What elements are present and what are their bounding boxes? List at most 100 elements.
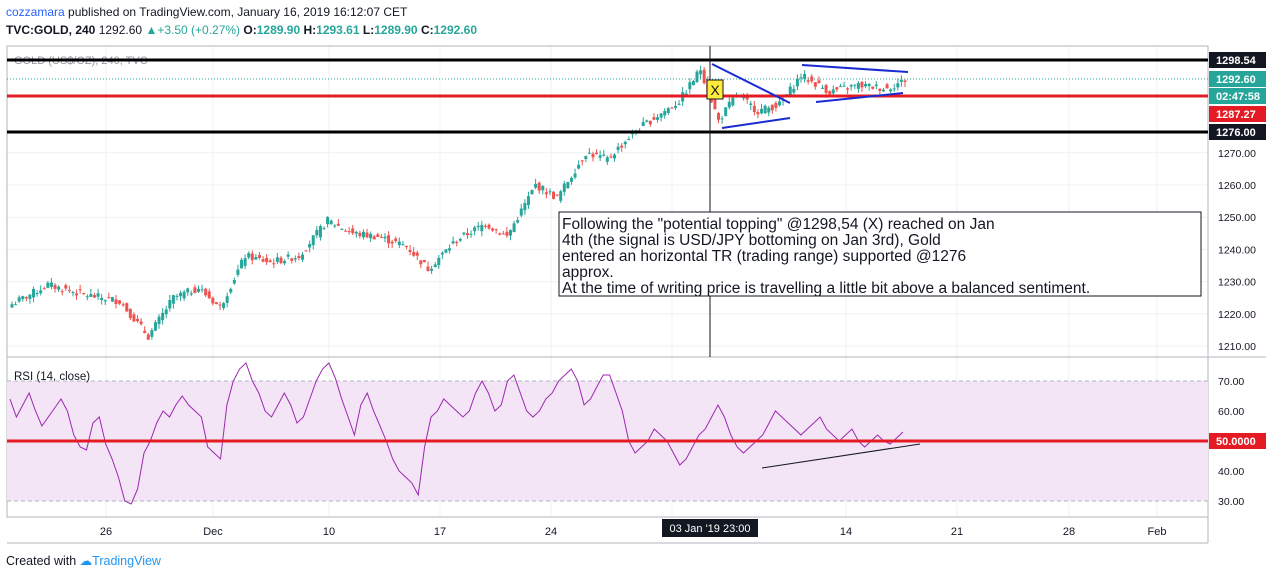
candle-body bbox=[419, 260, 423, 265]
candle-body bbox=[559, 191, 563, 201]
candle-body bbox=[505, 231, 509, 236]
time-tick-label: Dec bbox=[203, 526, 223, 538]
candle-body bbox=[788, 86, 792, 97]
candle-body bbox=[125, 303, 129, 312]
price-axis[interactable]: 1210.00 1220.00 1230.00 1240.00 1250.00 1260.… bbox=[1218, 148, 1256, 508]
horizontal-levels[interactable] bbox=[7, 58, 1208, 134]
candle-body bbox=[415, 252, 419, 256]
candle-body bbox=[390, 241, 394, 244]
annotation-box[interactable]: Following the "potential topping" @1298,… bbox=[558, 211, 1202, 297]
candle-body bbox=[580, 160, 584, 162]
candle-body bbox=[760, 108, 764, 114]
triangle-line[interactable] bbox=[801, 64, 909, 73]
candle-body bbox=[179, 292, 183, 297]
candle-body bbox=[297, 255, 301, 259]
candle-body bbox=[146, 334, 150, 340]
candle-body bbox=[871, 86, 875, 89]
candle-body bbox=[713, 97, 717, 110]
crosshair-time-tag: 03 Jan '19 23:00 bbox=[669, 523, 750, 535]
candle-body bbox=[824, 85, 828, 93]
candle-body bbox=[541, 186, 545, 191]
annotation-line-3: entered an horizontal TR (trading range)… bbox=[562, 248, 966, 265]
candle-body bbox=[835, 87, 839, 90]
rsi-trendline[interactable] bbox=[761, 443, 921, 469]
candle-body bbox=[157, 316, 161, 325]
candle-body bbox=[663, 110, 667, 116]
price-tag-label: 1298.54 bbox=[1216, 55, 1257, 67]
candle-body bbox=[448, 248, 452, 251]
candle-body bbox=[189, 293, 193, 295]
candle-body bbox=[71, 292, 75, 294]
candle-body bbox=[304, 250, 308, 252]
rsi-tick-label: 30.00 bbox=[1218, 496, 1244, 508]
candle-body bbox=[717, 113, 721, 120]
rsi-pane bbox=[7, 362, 1208, 505]
tradingview-brand-link[interactable]: TradingView bbox=[92, 554, 161, 568]
candle-body bbox=[49, 282, 53, 287]
candle-body bbox=[211, 297, 215, 304]
candle-body bbox=[315, 229, 319, 236]
close-label: C: bbox=[420, 23, 434, 37]
candle-body bbox=[404, 245, 408, 247]
candle-body bbox=[731, 97, 735, 106]
candle-body bbox=[774, 102, 778, 108]
price-tag-bg bbox=[1209, 88, 1266, 104]
candle-body bbox=[311, 235, 315, 246]
candle-body bbox=[326, 216, 330, 225]
candle-body bbox=[885, 84, 889, 89]
candle-body bbox=[752, 105, 756, 112]
candle-body bbox=[422, 260, 426, 263]
time-axis[interactable]: 26 Dec 10 17 24 14 21 28 Feb bbox=[100, 526, 1167, 538]
annotation-line-1: Following the "potential topping" @1298,… bbox=[562, 216, 995, 233]
candle-body bbox=[648, 120, 652, 125]
candle-body bbox=[161, 312, 165, 321]
created-with-text: Created with bbox=[6, 554, 77, 568]
triangle-line[interactable] bbox=[815, 92, 904, 103]
candle-body bbox=[867, 83, 871, 86]
candle-body bbox=[265, 257, 269, 263]
candle-body bbox=[684, 93, 688, 95]
author-link[interactable]: cozzamara bbox=[6, 5, 65, 19]
candle-body bbox=[100, 297, 104, 300]
candle-body bbox=[656, 117, 660, 120]
rsi-label: RSI (14, close) bbox=[14, 371, 90, 383]
candle-body bbox=[455, 242, 459, 244]
candle-body bbox=[613, 154, 617, 159]
triangle-drawings[interactable] bbox=[711, 63, 909, 129]
candle-body bbox=[587, 152, 591, 154]
candle-body bbox=[207, 291, 211, 299]
candle-body bbox=[75, 293, 79, 296]
candle-body bbox=[361, 231, 365, 238]
candle-body bbox=[272, 263, 276, 265]
candle-body bbox=[290, 258, 294, 261]
candle-body bbox=[473, 227, 477, 232]
rsi-tick-label: 70.00 bbox=[1218, 376, 1244, 388]
candle-body bbox=[494, 229, 498, 231]
candle-body bbox=[889, 89, 893, 92]
candle-body bbox=[365, 232, 369, 238]
candle-body bbox=[204, 288, 208, 296]
candle-body bbox=[828, 91, 832, 95]
price-tag-label: 1276.00 bbox=[1216, 127, 1256, 139]
candle-body bbox=[609, 156, 613, 158]
candle-body bbox=[821, 87, 825, 89]
triangle-line[interactable] bbox=[721, 117, 791, 129]
candle-body bbox=[702, 69, 706, 84]
rsi-line bbox=[9, 362, 904, 505]
price-tag-bg bbox=[1209, 124, 1266, 140]
high-value: 1293.61 bbox=[316, 23, 360, 37]
triangle-line[interactable] bbox=[711, 63, 791, 104]
candle-body bbox=[831, 89, 835, 94]
time-tick-label: 17 bbox=[434, 526, 446, 538]
candle-body bbox=[10, 304, 14, 308]
candle-body bbox=[903, 80, 907, 82]
candle-body bbox=[42, 288, 46, 290]
topping-marker[interactable]: X bbox=[706, 79, 724, 100]
candle-body bbox=[261, 259, 265, 262]
close-value: 1292.60 bbox=[433, 23, 478, 37]
rsi-tag-bg bbox=[1209, 433, 1266, 449]
price-tag-bg bbox=[1209, 71, 1266, 87]
candle-body bbox=[254, 256, 258, 260]
crosshair-time-tag-bg bbox=[662, 519, 758, 537]
